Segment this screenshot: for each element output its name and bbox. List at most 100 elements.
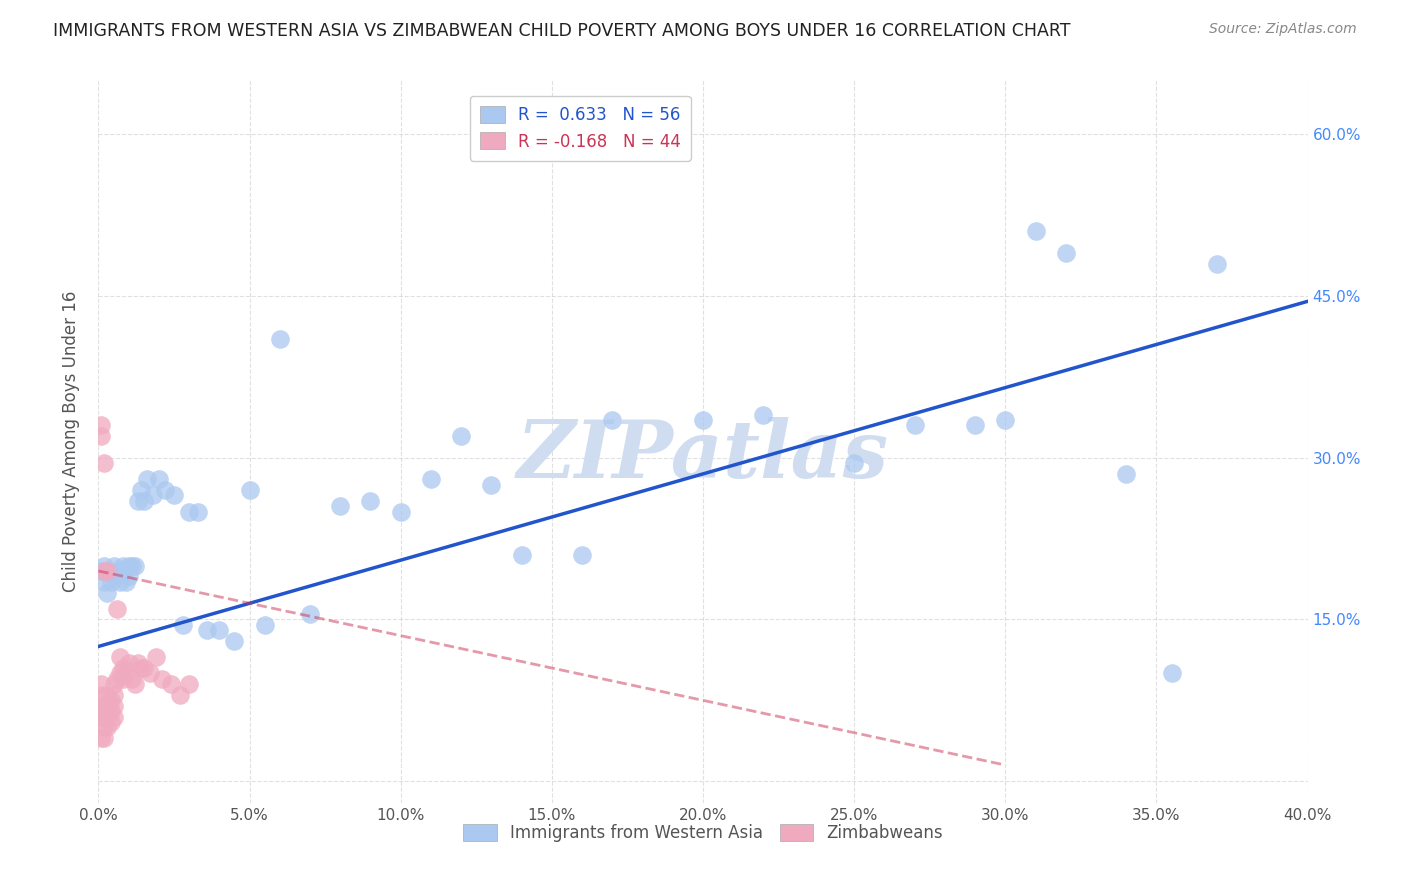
Point — [602, 413, 624, 427]
Point — [90, 677, 112, 691]
Point — [111, 558, 134, 573]
Point — [105, 564, 128, 578]
Point — [100, 704, 122, 718]
Point — [1115, 467, 1137, 481]
Point — [103, 688, 125, 702]
Point — [510, 548, 533, 562]
Point — [208, 624, 231, 638]
Point — [118, 656, 141, 670]
Point — [160, 677, 183, 691]
Point — [105, 672, 128, 686]
Point — [103, 677, 125, 691]
Text: IMMIGRANTS FROM WESTERN ASIA VS ZIMBABWEAN CHILD POVERTY AMONG BOYS UNDER 16 COR: IMMIGRANTS FROM WESTERN ASIA VS ZIMBABWE… — [53, 22, 1071, 40]
Point — [172, 618, 194, 632]
Point — [124, 677, 146, 691]
Legend: Immigrants from Western Asia, Zimbabweans: Immigrants from Western Asia, Zimbabwean… — [457, 817, 949, 848]
Point — [187, 505, 209, 519]
Point — [163, 488, 186, 502]
Point — [1160, 666, 1182, 681]
Point — [93, 698, 115, 713]
Point — [127, 493, 149, 508]
Point — [195, 624, 218, 638]
Point — [124, 558, 146, 573]
Point — [389, 505, 412, 519]
Point — [132, 493, 155, 508]
Point — [420, 472, 443, 486]
Point — [93, 709, 115, 723]
Point — [965, 418, 987, 433]
Point — [103, 569, 125, 583]
Point — [148, 472, 170, 486]
Point — [239, 483, 262, 497]
Point — [108, 564, 131, 578]
Point — [329, 500, 352, 514]
Point — [96, 709, 118, 723]
Point — [139, 666, 162, 681]
Point — [844, 456, 866, 470]
Point — [93, 558, 115, 573]
Point — [224, 634, 246, 648]
Point — [118, 569, 141, 583]
Point — [90, 709, 112, 723]
Point — [96, 564, 118, 578]
Point — [752, 408, 775, 422]
Point — [269, 332, 291, 346]
Point — [96, 720, 118, 734]
Point — [450, 429, 472, 443]
Point — [105, 601, 128, 615]
Point — [1054, 245, 1077, 260]
Point — [692, 413, 714, 427]
Point — [571, 548, 593, 562]
Point — [90, 731, 112, 745]
Point — [150, 672, 173, 686]
Point — [129, 483, 152, 497]
Point — [93, 720, 115, 734]
Point — [103, 709, 125, 723]
Point — [121, 558, 143, 573]
Point — [127, 656, 149, 670]
Point — [90, 564, 112, 578]
Point — [132, 661, 155, 675]
Point — [103, 698, 125, 713]
Point — [145, 650, 167, 665]
Point — [93, 574, 115, 589]
Point — [1206, 257, 1229, 271]
Point — [299, 607, 322, 621]
Point — [904, 418, 927, 433]
Point — [111, 564, 134, 578]
Point — [93, 456, 115, 470]
Point — [118, 558, 141, 573]
Point — [108, 666, 131, 681]
Text: ZIPatlas: ZIPatlas — [517, 417, 889, 495]
Point — [100, 693, 122, 707]
Point — [93, 731, 115, 745]
Point — [96, 698, 118, 713]
Point — [90, 418, 112, 433]
Point — [93, 564, 115, 578]
Point — [114, 574, 136, 589]
Point — [129, 661, 152, 675]
Point — [96, 688, 118, 702]
Point — [114, 666, 136, 681]
Point — [90, 429, 112, 443]
Point — [360, 493, 382, 508]
Point — [90, 688, 112, 702]
Point — [135, 472, 157, 486]
Point — [100, 714, 122, 729]
Point — [111, 661, 134, 675]
Point — [96, 585, 118, 599]
Point — [179, 505, 201, 519]
Point — [179, 677, 201, 691]
Point — [111, 672, 134, 686]
Text: Source: ZipAtlas.com: Source: ZipAtlas.com — [1209, 22, 1357, 37]
Point — [153, 483, 176, 497]
Point — [103, 558, 125, 573]
Point — [1024, 224, 1046, 238]
Point — [994, 413, 1017, 427]
Point — [108, 574, 131, 589]
Point — [142, 488, 165, 502]
Point — [121, 672, 143, 686]
Point — [90, 698, 112, 713]
Point — [96, 564, 118, 578]
Point — [108, 650, 131, 665]
